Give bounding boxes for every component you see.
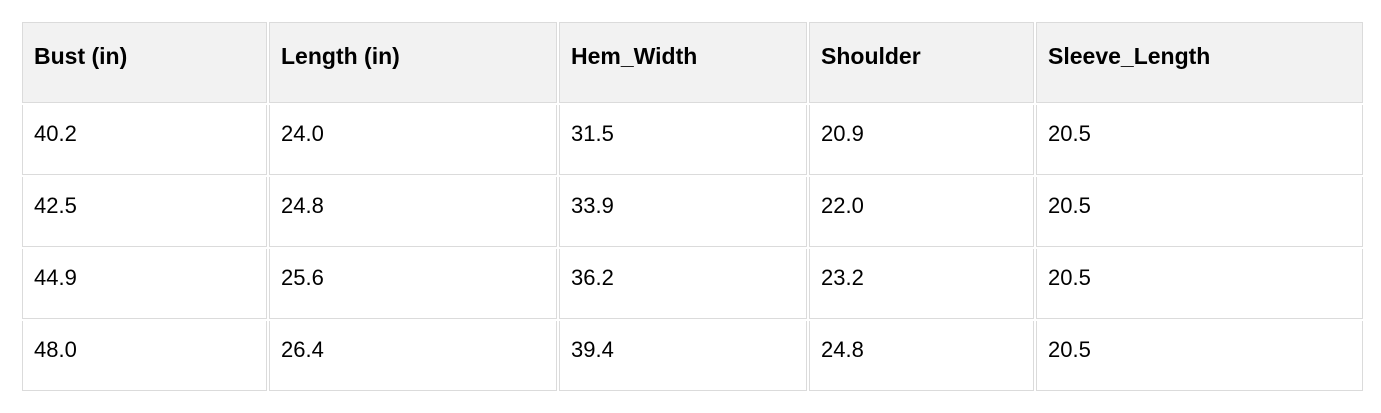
column-header: Hem_Width xyxy=(559,22,807,103)
table-row: 44.9 25.6 36.2 23.2 20.5 xyxy=(22,249,1363,319)
table-row: 40.2 24.0 31.5 20.9 20.5 xyxy=(22,105,1363,175)
table-row: 42.5 24.8 33.9 22.0 20.5 xyxy=(22,177,1363,247)
header-row: Bust (in) Length (in) Hem_Width Shoulder Sle… xyxy=(22,22,1363,103)
table-cell: 25.6 xyxy=(269,249,557,319)
table-body: 40.2 24.0 31.5 20.9 20.5 42.5 24.8 33.9 22.0 20.5… xyxy=(22,105,1363,391)
table-cell: 22.0 xyxy=(809,177,1034,247)
column-header: Shoulder xyxy=(809,22,1034,103)
column-header: Length (in) xyxy=(269,22,557,103)
table-cell: 20.5 xyxy=(1036,177,1363,247)
size-chart-table: Bust (in) Length (in) Hem_Width Shoulder Sle… xyxy=(20,20,1365,393)
table-cell: 20.5 xyxy=(1036,249,1363,319)
table-cell: 44.9 xyxy=(22,249,267,319)
table-cell: 40.2 xyxy=(22,105,267,175)
table-cell: 24.8 xyxy=(809,321,1034,391)
table-cell: 20.9 xyxy=(809,105,1034,175)
table-cell: 33.9 xyxy=(559,177,807,247)
table-cell: 23.2 xyxy=(809,249,1034,319)
column-header: Sleeve_Length xyxy=(1036,22,1363,103)
table-cell: 20.5 xyxy=(1036,105,1363,175)
table-cell: 24.8 xyxy=(269,177,557,247)
table-row: 48.0 26.4 39.4 24.8 20.5 xyxy=(22,321,1363,391)
table-cell: 39.4 xyxy=(559,321,807,391)
table-cell: 36.2 xyxy=(559,249,807,319)
table-cell: 24.0 xyxy=(269,105,557,175)
table-cell: 26.4 xyxy=(269,321,557,391)
table-cell: 20.5 xyxy=(1036,321,1363,391)
table-cell: 31.5 xyxy=(559,105,807,175)
column-header: Bust (in) xyxy=(22,22,267,103)
table-cell: 42.5 xyxy=(22,177,267,247)
table-cell: 48.0 xyxy=(22,321,267,391)
